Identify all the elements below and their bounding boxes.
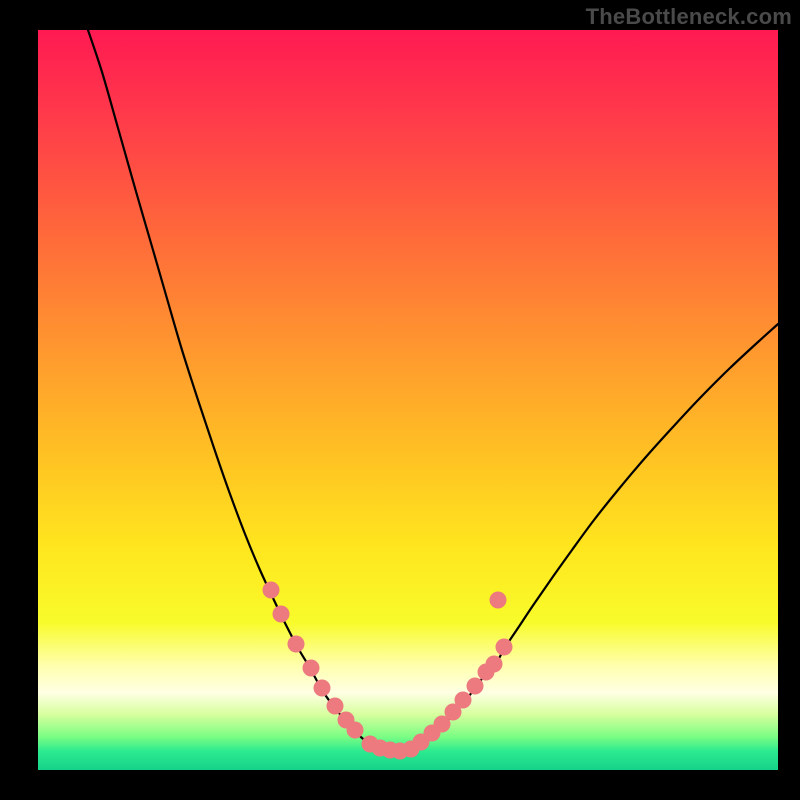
data-marker	[273, 606, 290, 623]
data-marker	[327, 698, 344, 715]
data-marker	[288, 636, 305, 653]
data-marker	[496, 639, 513, 656]
data-marker	[314, 680, 331, 697]
chart-canvas: TheBottleneck.com	[0, 0, 800, 800]
data-marker	[490, 592, 507, 609]
curve-left	[88, 30, 370, 744]
data-marker	[263, 582, 280, 599]
watermark-text: TheBottleneck.com	[586, 4, 792, 30]
plot-area	[38, 30, 778, 770]
chart-svg	[38, 30, 778, 770]
data-marker	[347, 722, 364, 739]
data-marker	[303, 660, 320, 677]
data-marker	[486, 656, 503, 673]
data-marker	[467, 678, 484, 695]
data-marker	[455, 692, 472, 709]
